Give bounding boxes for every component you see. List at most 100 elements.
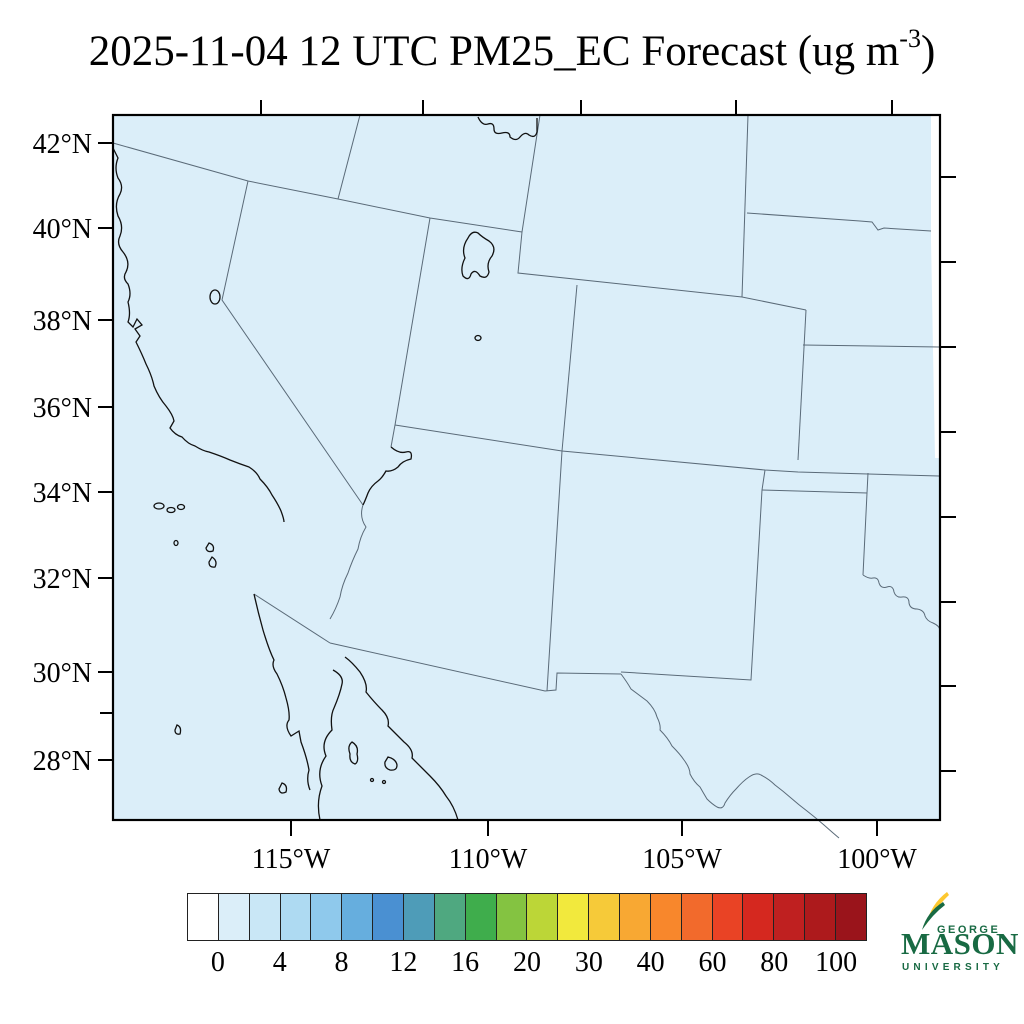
map-frame	[111, 113, 942, 822]
title-exponent: -3	[899, 24, 921, 53]
lake-bear	[477, 116, 538, 141]
border-wyoming-east	[741, 114, 749, 298]
channel-island-3	[176, 503, 186, 511]
lat-tick-label: 36°N	[33, 393, 92, 424]
island-cedros	[278, 782, 288, 794]
lat-tick-label: 38°N	[33, 306, 92, 337]
colorbar-tick-label: 30	[574, 947, 603, 978]
lon-tick-label: 105°W	[642, 844, 722, 875]
lake-utah	[474, 334, 482, 342]
lat-tick-label: 34°N	[33, 478, 92, 509]
border-oklahoma-panhandle	[761, 472, 869, 576]
border-california-mexico	[253, 593, 331, 644]
title-text: 2025-11-04 12 UTC PM25_EC Forecast (ug m	[88, 28, 900, 75]
coast-california	[112, 147, 285, 523]
colorbar-cell	[249, 894, 281, 940]
gmu-leaf-swoosh-icon	[922, 892, 949, 930]
colorbar-cell	[434, 894, 466, 940]
colorbar	[187, 893, 867, 941]
gmu-logo: GEORGE MASON UNIVERSITY	[893, 890, 1021, 980]
border-oregon-idaho	[337, 114, 361, 200]
colorbar-cell	[342, 894, 374, 940]
gmu-swoosh-green	[922, 902, 945, 930]
channel-island-6	[208, 556, 217, 568]
gmu-logo-university: UNIVERSITY	[902, 962, 1005, 973]
colorbar-cell	[836, 894, 866, 940]
border-kansas-nebraska	[802, 344, 940, 348]
colorbar-cell	[774, 894, 806, 940]
lon-tick-label: 115°W	[252, 844, 331, 875]
colorbar-tick-label: 60	[698, 947, 727, 978]
border-nevada-utah	[394, 217, 431, 426]
colorbar-cell	[589, 894, 621, 940]
lat-tick-label: 30°N	[33, 658, 92, 689]
island-tiburon	[384, 756, 398, 771]
coast-sonora	[344, 656, 459, 821]
channel-island-5	[205, 542, 215, 553]
gulf-islet-2	[381, 779, 387, 785]
lake-tahoe	[209, 289, 221, 305]
colorbar-cell	[620, 894, 651, 940]
border-red-river	[862, 574, 941, 632]
colorbar-cell	[280, 894, 312, 940]
colorbar-cell	[712, 894, 744, 940]
border-arizona-newmexico	[546, 450, 563, 692]
lat-tick-label: 42°N	[33, 129, 92, 160]
lat-tick-label: 40°N	[33, 214, 92, 245]
map-state-borders	[112, 114, 941, 839]
colorbar-tick-label: 12	[389, 947, 418, 978]
gulf-islet-1	[369, 777, 375, 783]
island-guadalupe	[174, 724, 182, 735]
border-mexico-az-nm	[329, 642, 622, 692]
colorbar-cell	[650, 894, 682, 940]
river-colorado-lake-mead	[362, 446, 413, 506]
border-california-nevada	[221, 180, 364, 506]
lon-tick-label: 110°W	[449, 844, 528, 875]
colorbar-tick-label: 4	[272, 947, 287, 978]
lat-tick-label: 28°N	[33, 746, 92, 777]
channel-island-2	[166, 506, 176, 514]
lon-tick-label: 100°W	[837, 844, 917, 875]
title-suffix: )	[920, 28, 936, 75]
border-newmexico-texas	[620, 469, 766, 681]
colorbar-cell	[558, 894, 590, 940]
colorbar-cell	[805, 894, 837, 940]
colorbar-cell	[218, 894, 250, 940]
lake-great-salt	[461, 231, 495, 280]
map-coastlines	[112, 116, 538, 821]
channel-island-4	[173, 539, 179, 547]
colorbar-tick-label: 16	[451, 947, 480, 978]
colorbar-tick-label: 80	[760, 947, 789, 978]
page-title: 2025-11-04 12 UTC PM25_EC Forecast (ug m…	[0, 24, 1024, 76]
border-utah-colorado	[561, 284, 578, 452]
colorbar-tick-label: 20	[513, 947, 541, 978]
gmu-swoosh-gold	[926, 892, 949, 925]
gmu-logo-mason: MASON	[901, 926, 1019, 961]
border-colorado-river-ca-az	[329, 504, 367, 620]
colorbar-cell	[404, 894, 435, 940]
island-angel-de-la-guarda	[348, 741, 359, 765]
colorbar-tick-label: 40	[636, 947, 665, 978]
coast-baja-east-gulf	[317, 669, 343, 821]
map-axes: 42°N 40°N 38°N 36°N 34°N 32°N 30°N 28°N 115°W 110…	[33, 100, 956, 875]
colorbar-tick-label: 0	[210, 947, 225, 978]
map-data-field	[113, 115, 940, 820]
gmu-logo-george: GEORGE	[937, 924, 1001, 936]
border-rio-grande	[620, 673, 840, 839]
colorbar-cell	[743, 894, 775, 940]
colorbar-cell	[496, 894, 528, 940]
border-colorado-east	[797, 309, 807, 461]
map-nodata-sliver	[931, 116, 939, 458]
lat-tick-label: 32°N	[33, 564, 92, 595]
colorbar-cell	[311, 894, 343, 940]
colorbar-tick-label: 100	[815, 947, 858, 978]
border-wyoming-west-south	[517, 114, 807, 311]
colorbar-cell	[373, 894, 405, 940]
colorbar-cell	[527, 894, 559, 940]
border-43n-nebraska	[746, 212, 932, 232]
channel-island-1	[153, 502, 165, 510]
colorbar-tick-label: 8	[334, 947, 349, 978]
coast-baja-west	[253, 593, 311, 791]
colorbar-cell	[681, 894, 713, 940]
